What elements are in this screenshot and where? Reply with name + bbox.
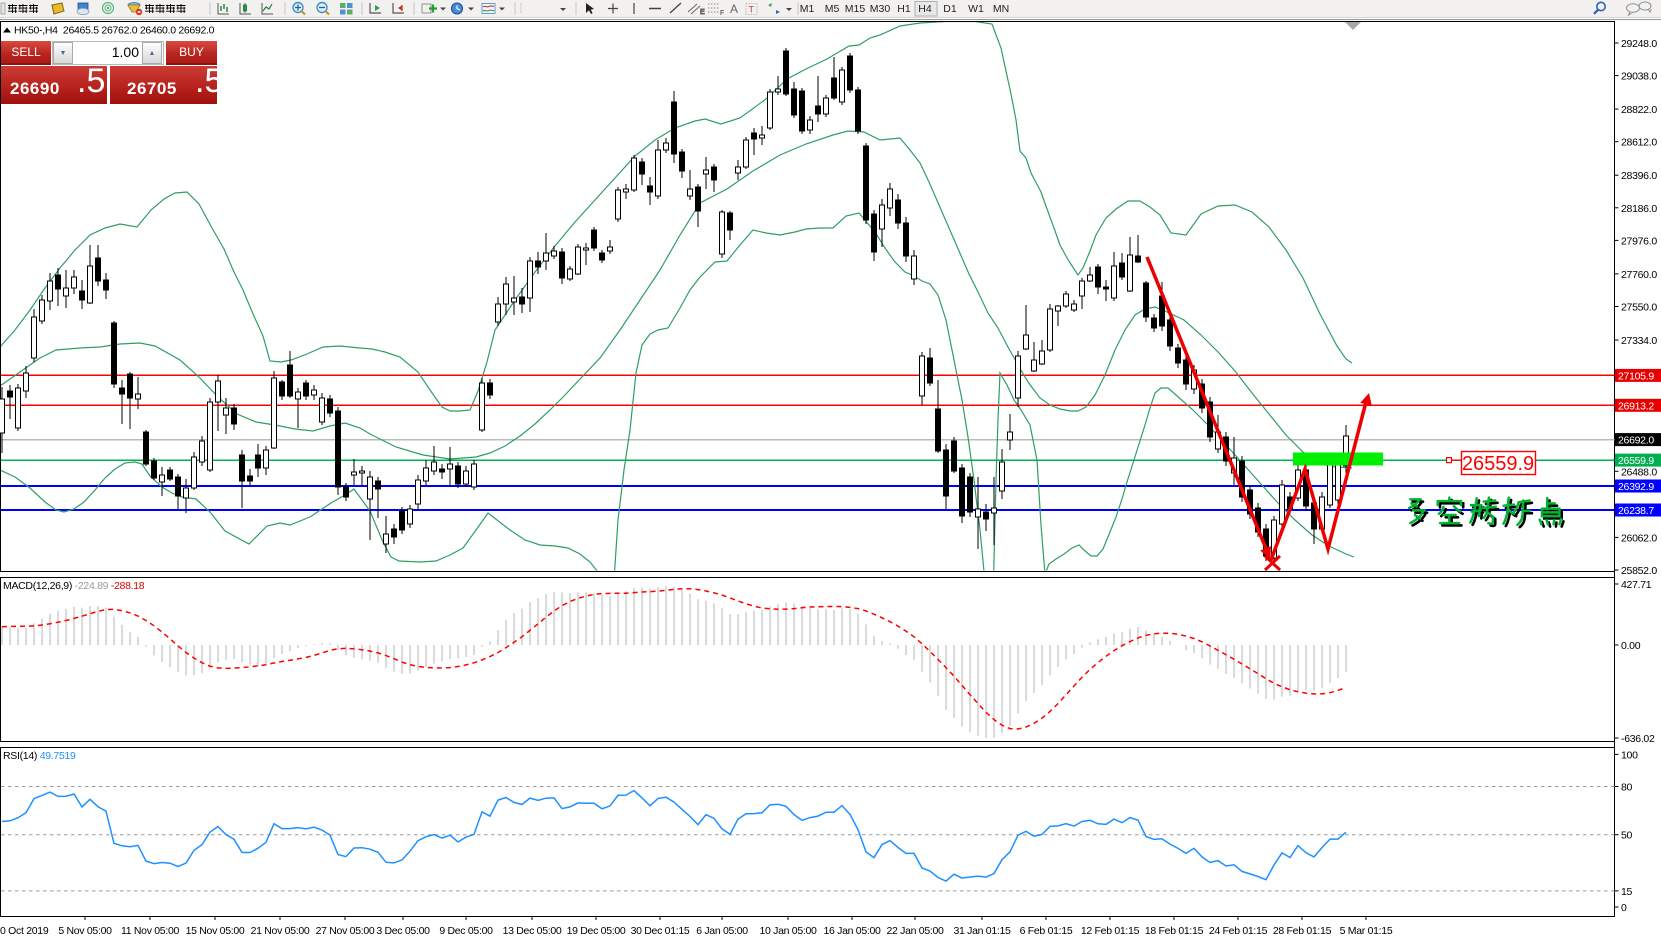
svg-text:13 Dec 05:00: 13 Dec 05:00 bbox=[503, 925, 562, 937]
svg-text:80: 80 bbox=[1621, 782, 1633, 794]
svg-text:MACD(12,26,9) -224.89 -288.18: MACD(12,26,9) -224.89 -288.18 bbox=[3, 580, 145, 592]
svg-text:10 Jan 05:00: 10 Jan 05:00 bbox=[759, 925, 817, 937]
svg-text:16 Jan 05:00: 16 Jan 05:00 bbox=[823, 925, 881, 937]
svg-text:28 Feb 01:15: 28 Feb 01:15 bbox=[1273, 925, 1332, 937]
svg-text:MN: MN bbox=[993, 3, 1009, 15]
svg-text:100: 100 bbox=[1621, 749, 1638, 761]
svg-text:RSI(14) 49.7519: RSI(14) 49.7519 bbox=[3, 750, 76, 762]
svg-text:T: T bbox=[749, 5, 755, 15]
svg-text:H4: H4 bbox=[918, 3, 932, 15]
svg-text:F: F bbox=[720, 10, 724, 17]
svg-text:0.00: 0.00 bbox=[1621, 640, 1641, 652]
svg-text:E: E bbox=[700, 9, 705, 16]
svg-text:26488.0: 26488.0 bbox=[1621, 466, 1657, 478]
svg-text:-636.02: -636.02 bbox=[1621, 733, 1655, 745]
svg-text:12 Feb 01:15: 12 Feb 01:15 bbox=[1081, 925, 1140, 937]
svg-text:HK50-,H4 26465.5 26762.0 2646: HK50-,H4 26465.5 26762.0 26460.0 26692.0 bbox=[14, 25, 215, 37]
svg-text:50: 50 bbox=[1621, 830, 1633, 842]
svg-text:0: 0 bbox=[1621, 902, 1627, 914]
svg-text:0 Oct 2019: 0 Oct 2019 bbox=[0, 925, 49, 937]
svg-text:6 Feb 01:15: 6 Feb 01:15 bbox=[1020, 925, 1073, 937]
svg-text:25852.0: 25852.0 bbox=[1621, 565, 1657, 577]
svg-text:W1: W1 bbox=[968, 3, 984, 15]
svg-text:26559.9: 26559.9 bbox=[1462, 453, 1534, 475]
svg-text:26913.2: 26913.2 bbox=[1618, 400, 1654, 412]
svg-text:M30: M30 bbox=[870, 3, 891, 15]
svg-text:5 Mar 01:15: 5 Mar 01:15 bbox=[1340, 925, 1393, 937]
svg-text:27105.9: 27105.9 bbox=[1618, 370, 1654, 382]
svg-text:26392.9: 26392.9 bbox=[1618, 481, 1654, 493]
svg-text:D1: D1 bbox=[943, 3, 957, 15]
svg-text:26692.0: 26692.0 bbox=[1618, 435, 1654, 447]
svg-text:5 Nov 05:00: 5 Nov 05:00 bbox=[58, 925, 112, 937]
svg-text:11 Nov 05:00: 11 Nov 05:00 bbox=[121, 925, 180, 937]
svg-text:28396.0: 28396.0 bbox=[1621, 170, 1657, 182]
svg-text:6 Jan 05:00: 6 Jan 05:00 bbox=[696, 925, 748, 937]
svg-text:9 Dec 05:00: 9 Dec 05:00 bbox=[439, 925, 493, 937]
svg-text:27760.0: 27760.0 bbox=[1621, 269, 1657, 281]
svg-text:31 Jan 01:15: 31 Jan 01:15 bbox=[953, 925, 1011, 937]
svg-text:M1: M1 bbox=[800, 3, 815, 15]
svg-text:28612.0: 28612.0 bbox=[1621, 137, 1657, 149]
svg-text:15: 15 bbox=[1621, 886, 1633, 898]
svg-text:A: A bbox=[730, 2, 738, 16]
svg-text:M5: M5 bbox=[825, 3, 840, 15]
svg-text:29248.0: 29248.0 bbox=[1621, 38, 1657, 50]
svg-text:3 Dec 05:00: 3 Dec 05:00 bbox=[376, 925, 430, 937]
svg-text:19 Dec 05:00: 19 Dec 05:00 bbox=[567, 925, 626, 937]
svg-text:M15: M15 bbox=[845, 3, 866, 15]
svg-text:28186.0: 28186.0 bbox=[1621, 203, 1657, 215]
svg-text:21 Nov 05:00: 21 Nov 05:00 bbox=[251, 925, 310, 937]
svg-text:29038.0: 29038.0 bbox=[1621, 71, 1657, 83]
svg-text:18 Feb 01:15: 18 Feb 01:15 bbox=[1145, 925, 1204, 937]
svg-text:30 Dec 01:15: 30 Dec 01:15 bbox=[631, 925, 690, 937]
svg-text:26238.7: 26238.7 bbox=[1618, 505, 1654, 517]
svg-text:22 Jan 05:00: 22 Jan 05:00 bbox=[886, 925, 944, 937]
svg-text:27 Nov 05:00: 27 Nov 05:00 bbox=[316, 925, 375, 937]
svg-text:H1: H1 bbox=[897, 3, 911, 15]
svg-text:27550.0: 27550.0 bbox=[1621, 302, 1657, 314]
svg-text:26559.9: 26559.9 bbox=[1618, 455, 1654, 467]
svg-text:26062.0: 26062.0 bbox=[1621, 532, 1657, 544]
svg-text:27976.0: 27976.0 bbox=[1621, 235, 1657, 247]
svg-text:15 Nov 05:00: 15 Nov 05:00 bbox=[186, 925, 245, 937]
svg-text:27334.0: 27334.0 bbox=[1621, 335, 1657, 347]
svg-text:427.71: 427.71 bbox=[1621, 579, 1652, 591]
svg-text:24 Feb 01:15: 24 Feb 01:15 bbox=[1209, 925, 1268, 937]
svg-text:28822.0: 28822.0 bbox=[1621, 104, 1657, 116]
